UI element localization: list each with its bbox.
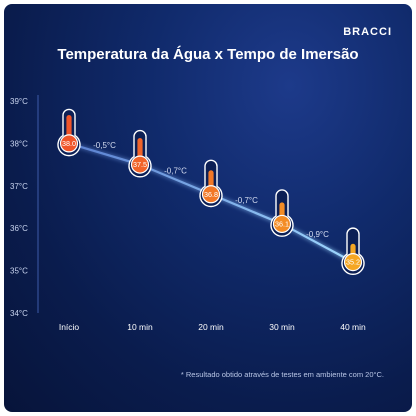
x-tick-label: 40 min — [340, 322, 366, 332]
thermometer-level — [137, 138, 143, 159]
delta-label: -0,5°C — [93, 141, 116, 150]
data-point — [201, 185, 221, 204]
thermometer-level — [279, 202, 285, 218]
x-tick-label: Início — [59, 322, 80, 332]
x-tick-label: 10 min — [127, 322, 153, 332]
thermometer-icon: 38.0 — [57, 108, 81, 157]
data-value-label: 38.0 — [62, 139, 76, 148]
thermometer-icon: 37.5 — [128, 129, 152, 178]
chart-card: BRACCI Temperatura da Água x Tempo de Im… — [4, 4, 412, 412]
chart-footnote: * Resultado obtido através de testes em … — [180, 370, 384, 379]
brand-logo: BRACCI — [343, 26, 392, 38]
y-tick-label: 38°C — [10, 139, 28, 148]
thermometer-icon: 35.2 — [341, 227, 365, 275]
data-value-label: 36.8 — [204, 190, 218, 199]
thermometer-icon: 36.8 — [199, 159, 223, 208]
thermometer-icon: 36.1 — [270, 189, 294, 237]
y-tick-label: 34°C — [10, 309, 28, 318]
data-value-label: 35.2 — [346, 258, 360, 267]
y-tick-label: 35°C — [10, 267, 28, 276]
thermometer-level — [350, 243, 356, 257]
data-value-label: 36.1 — [275, 220, 289, 229]
data-value-label: 37.5 — [133, 160, 147, 169]
data-point — [130, 155, 150, 174]
delta-label: -0,7°C — [164, 166, 187, 175]
delta-label: -0,7°C — [235, 196, 258, 205]
chart-title: Temperatura da Água x Tempo de Imersão — [57, 46, 359, 63]
thermometer-level — [208, 170, 214, 189]
data-point — [59, 134, 79, 153]
y-tick-label: 37°C — [10, 182, 28, 191]
chart-svg: 39°C 38°C 37°C 36°C 35°C 34°C Início 10 min 20 m… — [10, 95, 366, 332]
delta-label: -0,9°C — [306, 230, 329, 239]
y-tick-label: 39°C — [10, 97, 28, 106]
thermometer-level — [66, 115, 72, 138]
x-tick-label: 30 min — [269, 322, 295, 332]
y-tick-label: 36°C — [10, 224, 28, 233]
data-point — [272, 214, 292, 234]
data-point — [343, 253, 363, 272]
x-tick-label: 20 min — [198, 322, 224, 332]
